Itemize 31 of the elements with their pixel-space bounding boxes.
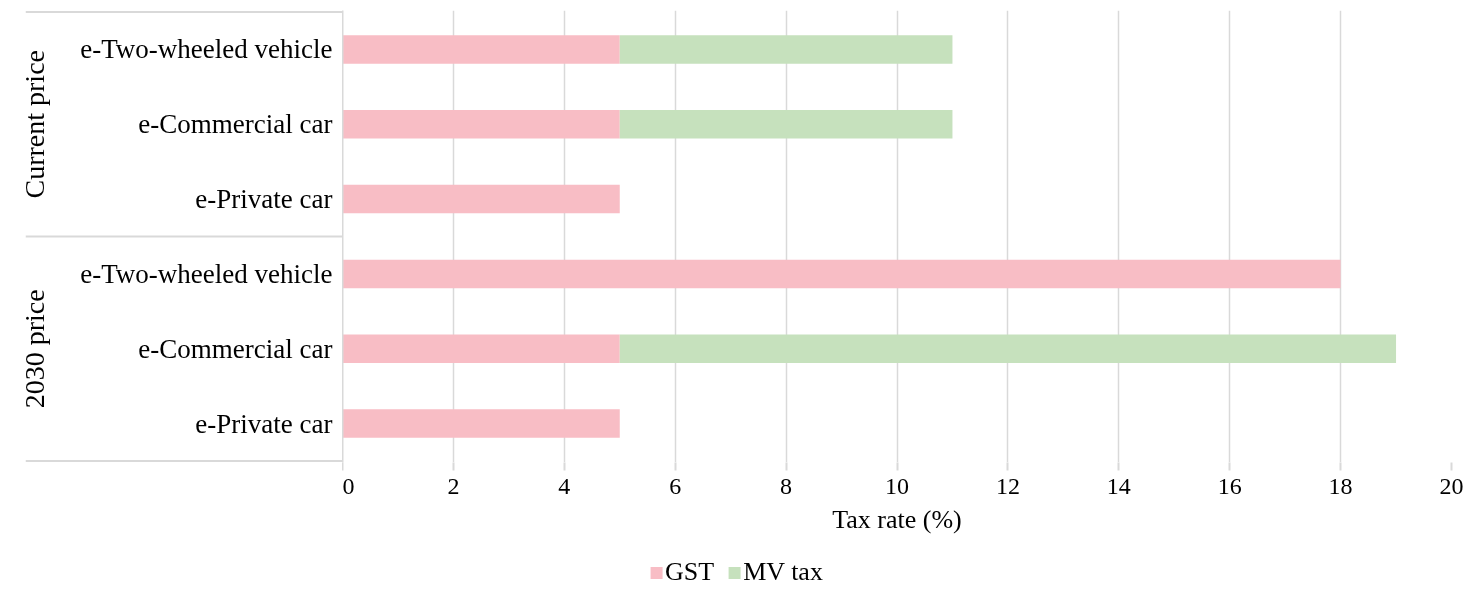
x-tick-label: 6 <box>669 472 682 499</box>
text: 2030 price <box>19 289 50 409</box>
y-tick-label: e-Private car <box>195 408 333 439</box>
y-tick-label: e-Commercial car <box>138 109 333 140</box>
bar <box>619 35 953 64</box>
x-tick-label: 14 <box>1106 472 1131 499</box>
text: Current price <box>19 49 50 199</box>
bar <box>619 110 953 139</box>
bar <box>342 409 620 438</box>
x-tick-label: 10 <box>885 472 909 499</box>
legend-label: MV tax <box>743 557 823 587</box>
x-tick-label: 0 <box>342 472 355 499</box>
x-tick-label: 20 <box>1439 472 1464 499</box>
bar <box>619 334 1397 363</box>
x-tick-label: 4 <box>558 472 571 499</box>
x-tick-label: 18 <box>1328 472 1353 499</box>
bar <box>342 184 620 214</box>
x-tick-label: 2 <box>447 472 460 499</box>
x-tick-label: 12 <box>995 472 1020 499</box>
bar <box>342 334 620 363</box>
x-tick-label: 8 <box>780 472 793 499</box>
bar <box>342 110 620 139</box>
y-tick-label: e-Commercial car <box>138 333 333 364</box>
bar <box>342 259 1341 289</box>
legend-label: GST <box>665 557 715 587</box>
x-axis-title: Tax rate (%) <box>832 504 962 534</box>
y-tick-label: e-Two-wheeled vehicle <box>80 258 333 289</box>
y-tick-label: e-Two-wheeled vehicle <box>80 34 333 65</box>
y-tick-label: e-Private car <box>195 184 333 215</box>
x-tick-label: 16 <box>1217 472 1242 499</box>
bar <box>342 35 620 64</box>
